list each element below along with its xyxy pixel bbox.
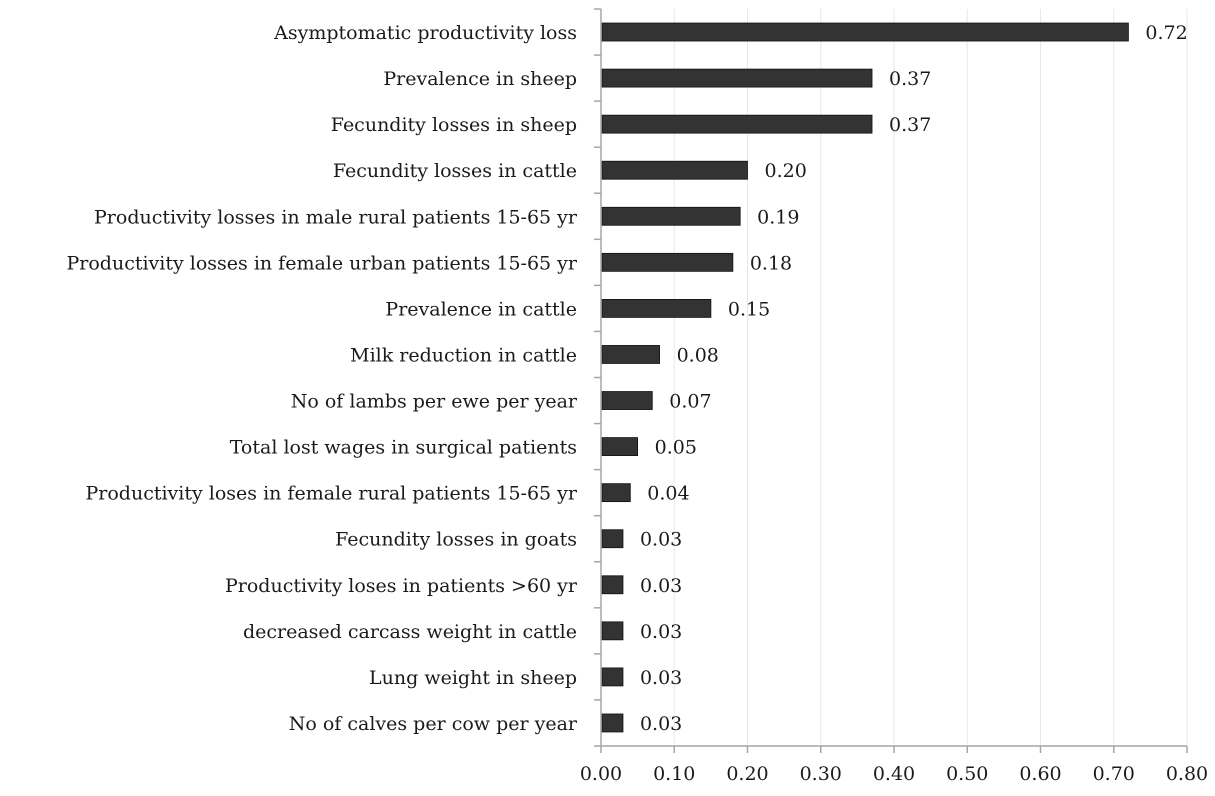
- labels: 0.00 0.10 0.20 0.30 0.40 0.50 0.60 0.70 0.80 Asym…: [67, 22, 1209, 785]
- x-tick-label: 0.20: [726, 763, 768, 785]
- value-label: 0.20: [765, 160, 807, 182]
- category-label: Total lost wages in surgical patients: [230, 437, 577, 459]
- value-label: 0.05: [655, 437, 697, 459]
- category-label: Productivity loses in patients >60 yr: [225, 575, 578, 597]
- category-label: No of lambs per ewe per year: [291, 391, 578, 413]
- value-label: 0.03: [640, 575, 682, 597]
- category-label: decreased carcass weight in cattle: [243, 621, 577, 643]
- x-tick-label: 0.10: [653, 763, 695, 785]
- category-label: Prevalence in sheep: [383, 68, 577, 90]
- category-label: No of calves per cow per year: [289, 713, 578, 735]
- bar: [601, 483, 631, 503]
- category-label: Lung weight in sheep: [369, 667, 577, 689]
- category-label: Fecundity losses in sheep: [331, 114, 577, 136]
- bar: [601, 391, 653, 410]
- category-label: Productivity loses in female rural patie…: [86, 483, 578, 505]
- value-label: 0.03: [640, 713, 682, 735]
- bar: [601, 621, 624, 641]
- x-tick-label: 0.40: [873, 763, 915, 785]
- bar: [601, 437, 639, 456]
- bar: [601, 667, 624, 687]
- value-label: 0.15: [728, 298, 770, 320]
- value-label: 0.19: [757, 206, 799, 228]
- x-tick-label: 0.70: [1093, 763, 1135, 785]
- category-label: Productivity losses in male rural patien…: [94, 206, 578, 228]
- value-label: 0.04: [647, 483, 689, 505]
- value-label: 0.07: [669, 391, 711, 413]
- value-label: 0.03: [640, 621, 682, 643]
- value-label: 0.18: [750, 252, 792, 274]
- bar: [601, 529, 624, 549]
- axes: [594, 8, 1188, 753]
- x-tick-label: 0.00: [580, 763, 622, 785]
- value-label: 0.03: [640, 529, 682, 551]
- bar: [601, 299, 712, 318]
- bar: [601, 575, 624, 595]
- bar: [601, 345, 660, 364]
- value-label: 0.08: [677, 344, 719, 366]
- value-label: 0.03: [640, 667, 682, 689]
- x-tick-label: 0.80: [1166, 763, 1208, 785]
- category-label: Fecundity losses in cattle: [333, 160, 577, 182]
- x-tick-label: 0.60: [1019, 763, 1061, 785]
- bar: [601, 252, 734, 272]
- value-label: 0.37: [889, 114, 931, 136]
- category-label: Productivity losses in female urban pati…: [67, 252, 578, 274]
- category-label: Fecundity losses in goats: [335, 529, 577, 551]
- category-label: Prevalence in cattle: [385, 298, 577, 320]
- bar: [601, 22, 1129, 42]
- category-label: Asymptomatic productivity loss: [273, 22, 577, 44]
- bars: [601, 22, 1129, 733]
- value-label: 0.72: [1145, 22, 1187, 44]
- bar: [601, 68, 873, 88]
- bar: [601, 713, 624, 733]
- category-label: Milk reduction in cattle: [350, 344, 577, 366]
- bar: [601, 160, 748, 180]
- x-tick-label: 0.50: [946, 763, 988, 785]
- value-label: 0.37: [889, 68, 931, 90]
- x-tick-label: 0.30: [800, 763, 842, 785]
- bar: [601, 114, 873, 134]
- bar: [601, 206, 741, 226]
